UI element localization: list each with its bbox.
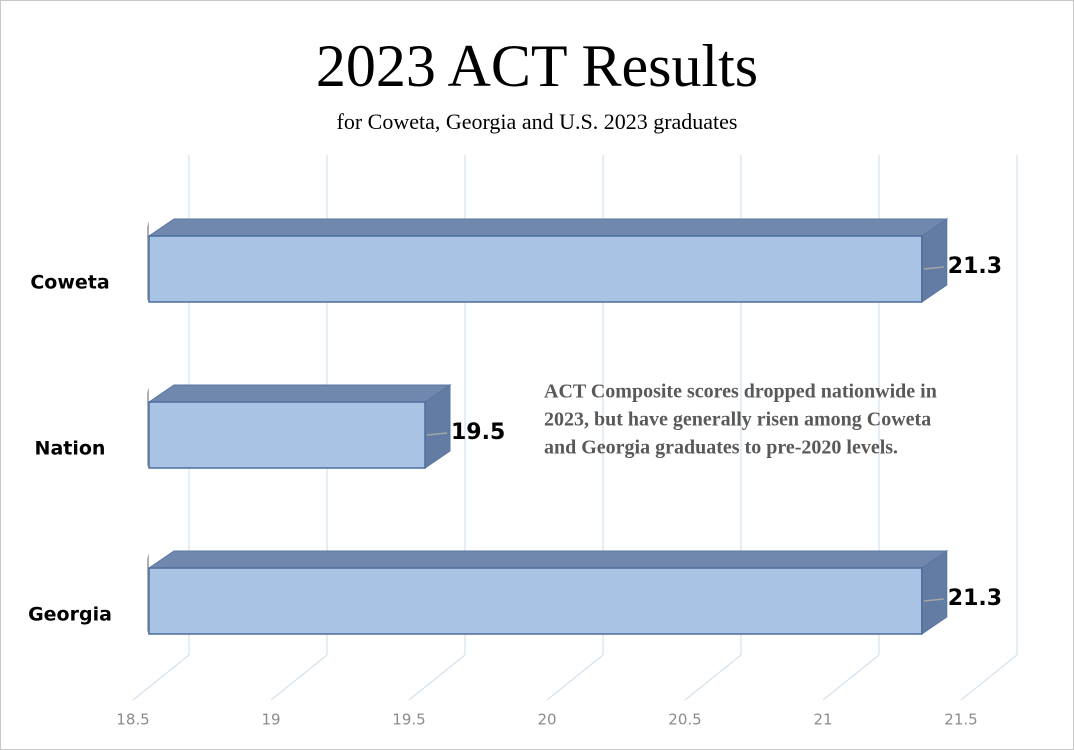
floor-grid-line — [270, 654, 328, 701]
category-label: Georgia — [28, 604, 112, 626]
value-label-leader — [426, 432, 448, 436]
bar — [148, 401, 426, 469]
floor-grid-line — [822, 654, 880, 701]
chart-subtitle: for Coweta, Georgia and U.S. 2023 gradua… — [337, 109, 738, 134]
bar-top — [147, 218, 949, 237]
floor-grid-line — [132, 654, 190, 701]
floor-grid-line — [960, 654, 1018, 701]
x-tick-label: 20.5 — [668, 711, 701, 729]
value-label-leader — [923, 266, 944, 270]
bar-top — [147, 384, 452, 403]
x-tick-label: 19.5 — [392, 711, 425, 729]
value-label: 21.3 — [948, 254, 1002, 279]
bar — [148, 567, 923, 635]
x-tick-label: 19 — [261, 711, 280, 729]
value-label-leader — [923, 598, 944, 602]
annotation: 2023, but have generally risen among Cow… — [544, 409, 931, 431]
bar-top — [147, 550, 949, 569]
x-tick-label: 21 — [813, 711, 832, 729]
x-tick-label: 21.5 — [944, 711, 977, 729]
annotation: and Georgia graduates to pre-2020 levels… — [544, 437, 898, 459]
floor-grid-line — [546, 654, 604, 701]
chart-title: 2023 ACT Results — [316, 33, 758, 99]
annotation: ACT Composite scores dropped nationwide … — [544, 381, 937, 403]
x-tick-label: 18.5 — [116, 711, 149, 729]
value-label: 21.3 — [948, 586, 1002, 611]
floor-grid-line — [408, 654, 466, 701]
bar — [148, 235, 923, 303]
value-label: 19.5 — [451, 420, 505, 445]
category-label: Nation — [35, 438, 106, 460]
category-label: Coweta — [30, 272, 109, 294]
floor-grid-line — [684, 654, 742, 701]
x-tick-label: 20 — [537, 711, 556, 729]
